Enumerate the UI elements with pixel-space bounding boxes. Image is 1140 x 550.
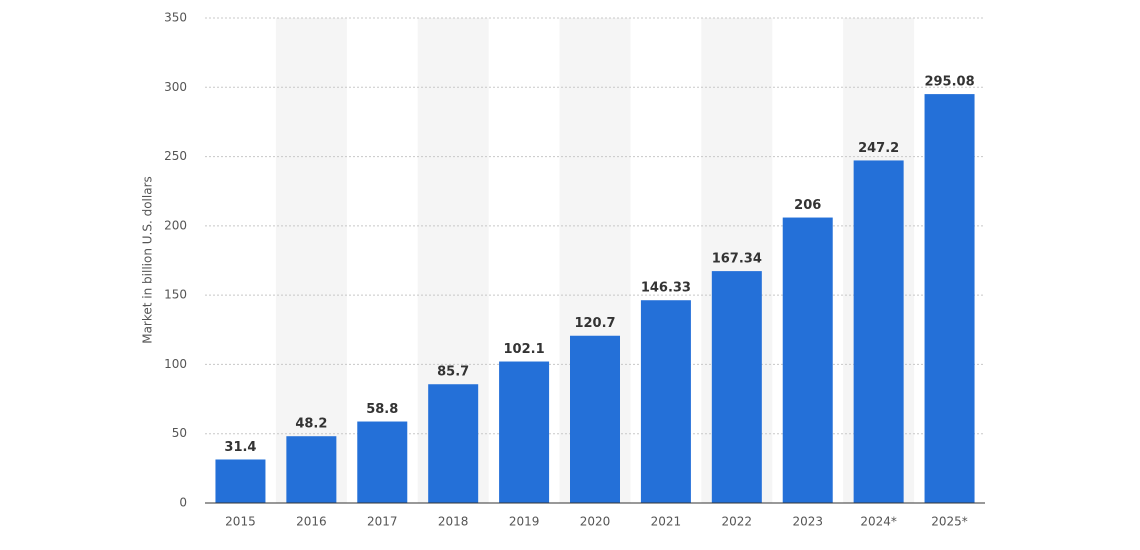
- bar: [499, 361, 550, 503]
- bar: [782, 217, 833, 504]
- y-tick-label: 0: [179, 496, 187, 510]
- bar: [215, 459, 266, 503]
- y-tick-label: 50: [172, 426, 187, 440]
- value-label: 295.08: [924, 75, 974, 90]
- x-tick-label: 2015: [225, 515, 256, 529]
- x-tick-label: 2023: [792, 515, 823, 529]
- value-label: 48.2: [295, 417, 327, 432]
- value-label: 31.4: [224, 440, 256, 455]
- y-axis-label: Market in billion U.S. dollars: [141, 176, 155, 344]
- x-tick-label: 2025*: [931, 515, 968, 529]
- value-label: 146.33: [641, 281, 691, 296]
- x-tick-label: 2018: [438, 515, 469, 529]
- bar: [428, 384, 479, 503]
- band-shade: [275, 18, 347, 503]
- value-label: 102.1: [504, 342, 545, 357]
- y-tick-label: 150: [164, 288, 187, 302]
- value-label: 120.7: [574, 316, 615, 331]
- value-label: 206: [794, 198, 821, 213]
- x-tick-label: 2020: [580, 515, 611, 529]
- x-tick-label: 2022: [722, 515, 753, 529]
- bar: [711, 271, 762, 503]
- value-label: 247.2: [858, 141, 899, 156]
- y-tick-label: 200: [164, 218, 187, 232]
- value-label: 85.7: [437, 365, 469, 380]
- bar: [286, 436, 337, 503]
- x-tick-label: 2017: [367, 515, 398, 529]
- bar: [853, 160, 904, 504]
- y-tick-label: 350: [164, 11, 187, 25]
- x-tick-label: 2019: [509, 515, 540, 529]
- bar: [924, 94, 975, 504]
- bar: [570, 335, 620, 503]
- x-tick-label: 2016: [296, 515, 327, 529]
- value-label: 167.34: [712, 252, 762, 267]
- y-tick-label: 100: [164, 357, 187, 371]
- value-label: 58.8: [366, 402, 398, 417]
- y-tick-label: 300: [164, 80, 187, 94]
- bar: [357, 421, 408, 503]
- y-tick-label: 250: [164, 149, 187, 163]
- bar: [640, 300, 691, 503]
- x-tick-label: 2021: [651, 515, 682, 529]
- x-tick-label: 2024*: [860, 515, 897, 529]
